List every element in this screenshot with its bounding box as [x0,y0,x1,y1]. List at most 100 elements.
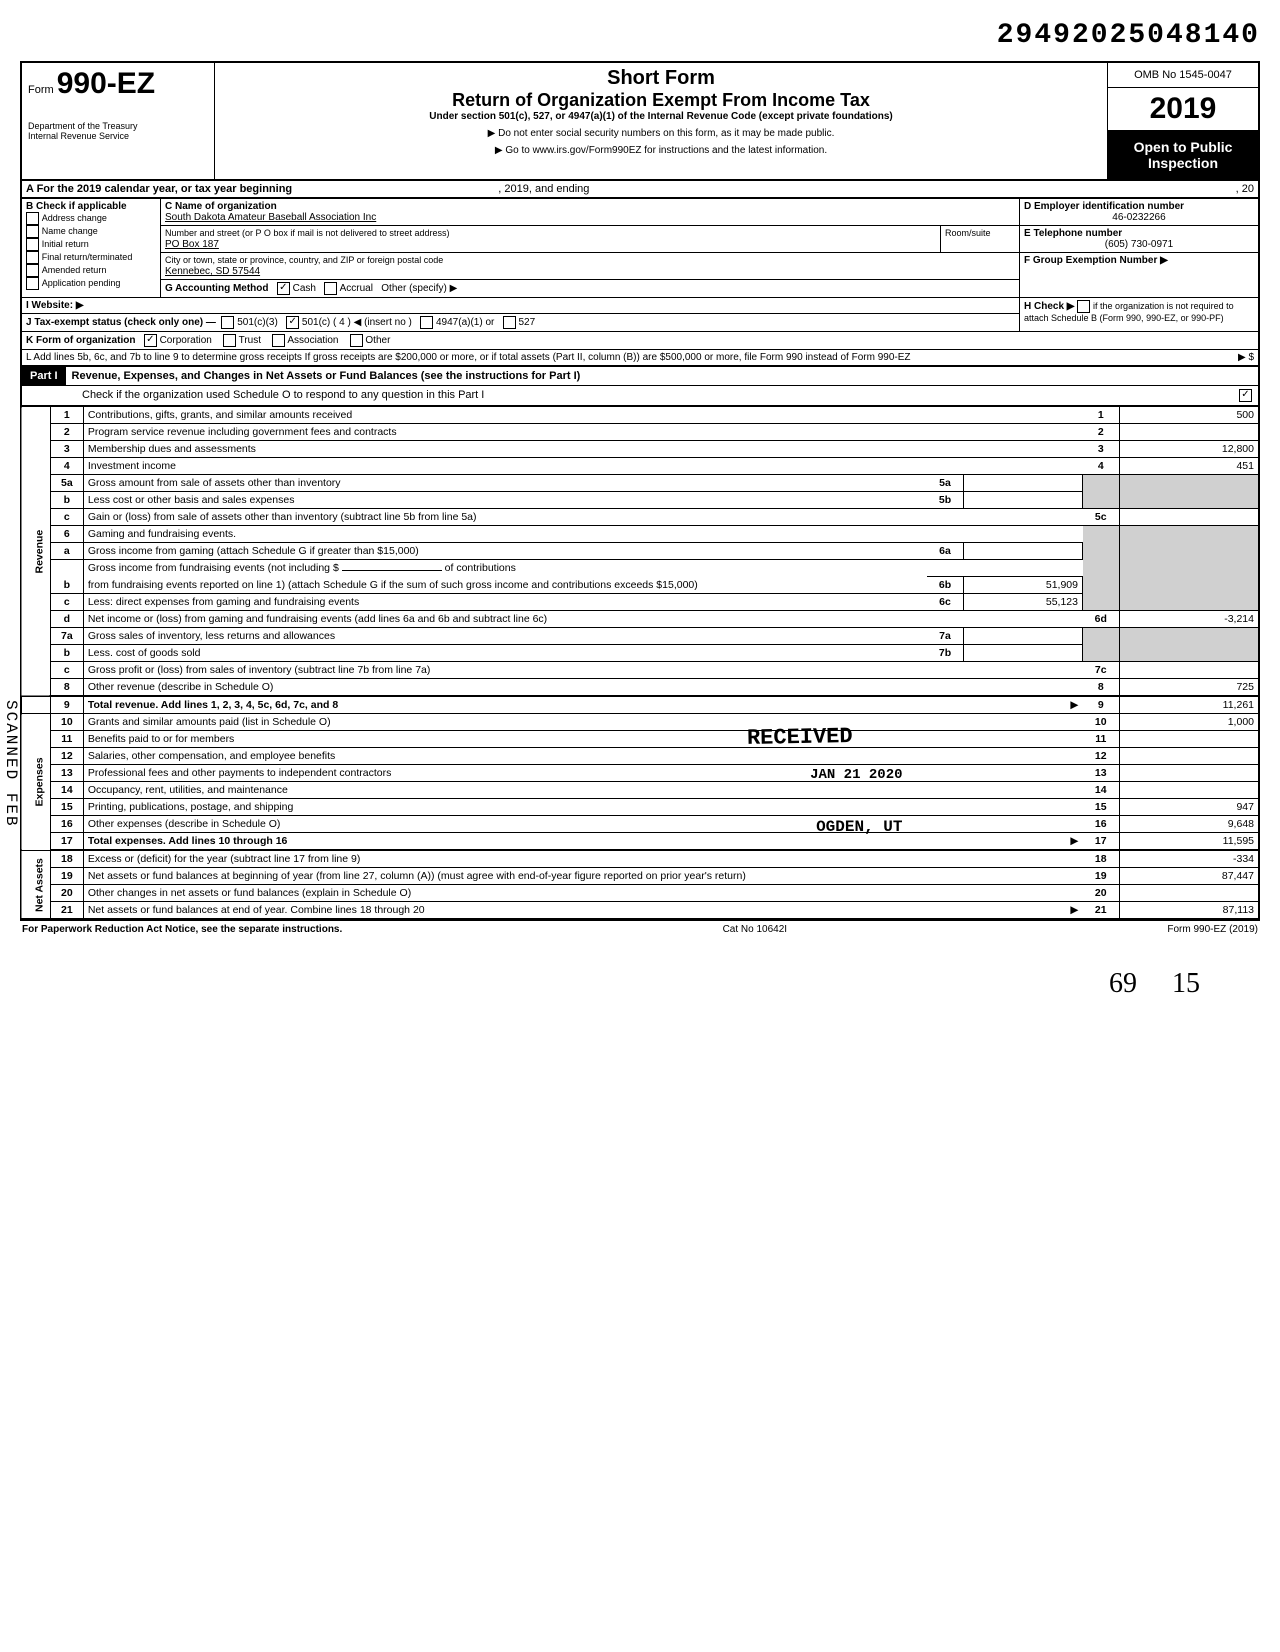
signature-marks: 69 15 [20,968,1260,1000]
line-6b-boxval: 51,909 [964,577,1083,594]
label-amended-return: Amended return [42,265,107,275]
line-1-desc: Contributions, gifts, grants, and simila… [88,409,352,421]
section-g-label: G Accounting Method [165,283,269,294]
line-6b-desc-mid: of contributions [445,562,516,574]
line-6-desc: Gaming and fundraising events. [88,528,236,540]
section-h-label: H Check ▶ [1024,301,1074,312]
line-5b-desc: Less cost or other basis and sales expen… [88,494,295,506]
line-6b-no: b [50,560,83,594]
line-19-no: 19 [50,868,83,885]
line-13-col: 13 [1083,765,1120,782]
line-a-label: A For the 2019 calendar year, or tax yea… [26,183,292,195]
part1-lines-table: Revenue 1 Contributions, gifts, grants, … [20,406,1260,920]
line-10-no: 10 [50,714,83,731]
line-6a-boxval [964,543,1083,560]
line-17-col: 17 [1083,833,1120,851]
line-6c-desc: Less: direct expenses from gaming and fu… [88,596,359,608]
line-6d-col: 6d [1083,611,1120,628]
label-501c3: 501(c)(3) [237,317,278,328]
line-5a-desc: Gross amount from sale of assets other t… [88,477,341,489]
line-17-val: 11,595 [1120,833,1260,851]
check-527[interactable] [503,316,516,329]
line-2-col: 2 [1083,424,1120,441]
line-6c-no: c [50,594,83,611]
check-schedule-o[interactable]: ✓ [1239,389,1252,402]
stamp-date: JAN 21 2020 [810,767,902,783]
line-18-no: 18 [50,850,83,868]
check-501c[interactable]: ✓ [286,316,299,329]
line-4-col: 4 [1083,458,1120,475]
line-13-desc: Professional fees and other payments to … [88,767,392,779]
check-amended-return[interactable] [26,264,39,277]
phone-value: (605) 730-0971 [1024,239,1254,250]
check-final-return[interactable] [26,251,39,264]
line-6c-box: 6c [927,594,964,611]
open-public: Open to Public Inspection [1108,131,1258,179]
line-3-no: 3 [50,441,83,458]
check-association[interactable] [272,334,285,347]
line-5b-box: 5b [927,492,964,509]
check-name-change[interactable] [26,225,39,238]
line-14-val [1120,782,1260,799]
line-2-no: 2 [50,424,83,441]
line-6c-boxval: 55,123 [964,594,1083,611]
label-4947: 4947(a)(1) or [436,317,494,328]
part1-title: Revenue, Expenses, and Changes in Net As… [66,367,1258,385]
check-schedule-b[interactable] [1077,300,1090,313]
footer-right: Form 990-EZ (2019) [1167,924,1258,935]
schedule-o-text: Check if the organization used Schedule … [82,389,484,401]
line-11-val [1120,731,1260,748]
line-8-val: 725 [1120,679,1260,697]
line-18-val: -334 [1120,850,1260,868]
dln-number: 29492025048140 [20,20,1260,51]
line-14-col: 14 [1083,782,1120,799]
scanned-stamp: SCANNED FEB [2,700,20,828]
line-8-col: 8 [1083,679,1120,697]
stamp-city: OGDEN, UT [816,818,902,836]
line-16-val: 9,648 [1120,816,1260,833]
check-accrual[interactable] [324,282,337,295]
check-other-org[interactable] [350,334,363,347]
line-10-desc: Grants and similar amounts paid (list in… [88,716,331,728]
label-trust: Trust [239,335,261,346]
side-expenses: Expenses [21,714,50,851]
line-10-col: 10 [1083,714,1120,731]
line-21-val: 87,113 [1120,902,1260,920]
line-15-col: 15 [1083,799,1120,816]
line-12-col: 12 [1083,748,1120,765]
line-9-col: 9 [1083,696,1120,714]
label-527: 527 [518,317,535,328]
line-7c-no: c [50,662,83,679]
check-4947[interactable] [420,316,433,329]
check-initial-return[interactable] [26,238,39,251]
check-501c3[interactable] [221,316,234,329]
line-19-val: 87,447 [1120,868,1260,885]
check-corporation[interactable]: ✓ [144,334,157,347]
part1-header-row: Part I Revenue, Expenses, and Changes in… [20,367,1260,386]
footer-center: Cat No 10642I [723,924,788,935]
line-20-val [1120,885,1260,902]
line-16-no: 16 [50,816,83,833]
label-address-change: Address change [42,213,107,223]
check-application-pending[interactable] [26,277,39,290]
check-address-change[interactable] [26,212,39,225]
line-4-val: 451 [1120,458,1260,475]
line-6d-no: d [50,611,83,628]
line-7b-desc: Less. cost of goods sold [88,647,201,659]
label-initial-return: Initial return [42,239,89,249]
line-12-no: 12 [50,748,83,765]
check-trust[interactable] [223,334,236,347]
line-15-no: 15 [50,799,83,816]
side-revenue: Revenue [21,407,50,697]
label-application-pending: Application pending [42,278,121,288]
line-3-val: 12,800 [1120,441,1260,458]
entity-info-table: B Check if applicable Address change Nam… [20,198,1260,367]
check-cash[interactable]: ✓ [277,282,290,295]
line-7a-boxval [964,628,1083,645]
line-1-val: 500 [1120,407,1260,424]
return-title: Return of Organization Exempt From Incom… [223,90,1099,111]
line-7a-desc: Gross sales of inventory, less returns a… [88,630,335,642]
line-10-val: 1,000 [1120,714,1260,731]
form-header: Form 990-EZ Department of the Treasury I… [20,61,1260,181]
line-17-desc: Total expenses. Add lines 10 through 16 [88,835,288,847]
